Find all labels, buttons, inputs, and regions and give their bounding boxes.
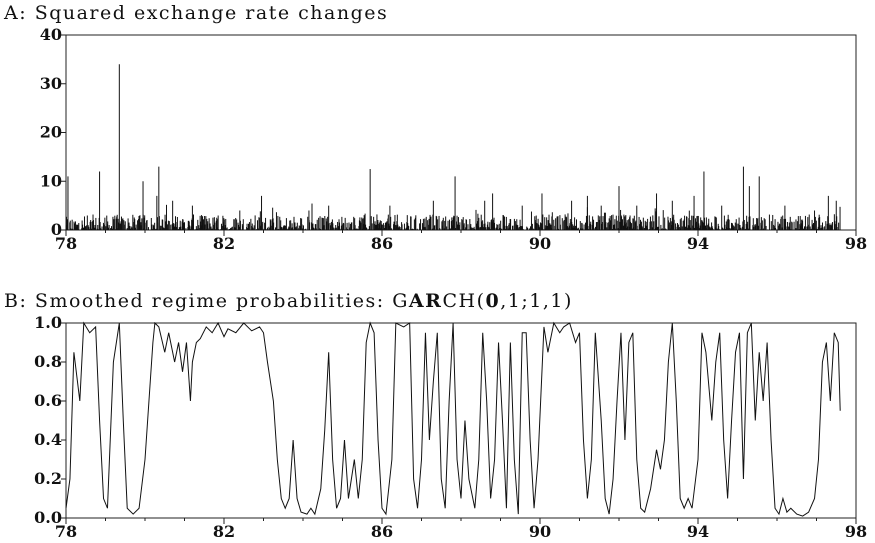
chart-b-title-part: Smoothed regime probabilities: G [34,290,409,312]
chart-b-x-tick-label: 78 [55,522,77,541]
chart-b-x-tick-label: 98 [845,522,867,541]
chart-a-y-tick-label: 0 [51,220,62,239]
chart-b-y-tick-label: 0.2 [34,469,62,488]
chart-a-panel: 0 10 20 30 40 78 82 86 90 94 98 [40,25,867,253]
chart-a-x-tick-label: 78 [55,234,77,253]
chart-a-x-tick-label: 94 [687,234,709,253]
chart-a-x-tick-label: 98 [845,234,867,253]
chart-b-y-tick-label: 0.6 [34,391,62,410]
chart-a-x-tick-label: 82 [213,234,235,253]
chart-b-title-text: Smoothed regime probabilities: GARCH(0,1… [35,290,573,312]
chart-a-x-tick-label: 90 [529,234,551,253]
chart-b-y-tick-label: 0.8 [34,352,62,371]
chart-b-y-tick-label: 0.0 [34,508,62,527]
chart-b-title-part: ,1;1,1) [500,290,573,312]
chart-b-x-tick-label: 94 [687,522,709,541]
chart-a-y-tick-label: 30 [40,74,62,93]
chart-b-panel: 0.0 0.2 0.4 0.6 0.8 1.0 78 82 86 90 94 98 [34,313,867,541]
chart-a-y-tick-label: 10 [40,171,62,190]
chart-a-title-prefix: A [4,2,20,24]
chart-b-title-part: CH( [442,290,486,312]
chart-b-title-part: 0 [485,290,501,312]
chart-b-probability-line [65,321,841,517]
chart-a-x-tick-label: 86 [371,234,393,253]
chart-b-y-tick-label: 1.0 [34,313,62,332]
chart-a-plot-frame [65,34,857,231]
chart-a-title-text: Squared exchange rate changes [34,2,389,24]
chart-b-x-tick-label: 86 [371,522,393,541]
chart-a-y-tick-label: 20 [40,123,62,142]
chart-a-y-tick-label: 40 [40,25,62,44]
chart-b-x-tick-label: 82 [213,522,235,541]
chart-b-x-tick-label: 90 [529,522,551,541]
chart-b-y-tick-label: 0.4 [34,430,62,449]
chart-b-title-prefix: B [4,290,20,312]
chart-b-title-part: AR [408,290,443,312]
chart-b-title: B: Smoothed regime probabilities: GARCH(… [4,290,573,312]
chart-a-title: A: Squared exchange rate changes [4,2,389,24]
